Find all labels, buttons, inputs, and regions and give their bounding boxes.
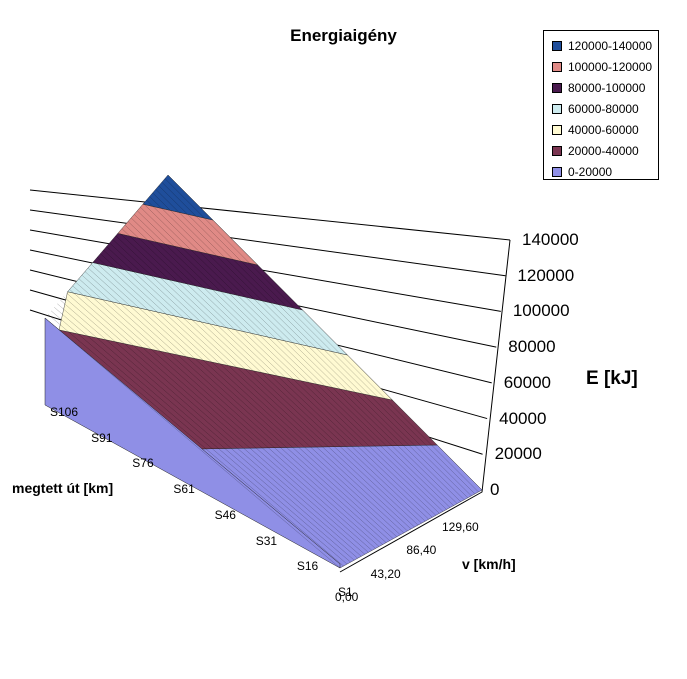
legend: 120000-140000 100000-120000 80000-100000 60… bbox=[543, 30, 659, 180]
mesh-line bbox=[109, 242, 415, 528]
z-axis-label: E [kJ] bbox=[586, 368, 638, 389]
mesh-line bbox=[149, 196, 461, 502]
legend-label: 100000-120000 bbox=[568, 59, 653, 74]
mesh-line bbox=[134, 214, 444, 512]
legend-label: 60000-80000 bbox=[568, 101, 639, 116]
legend-item: 100000-120000 bbox=[552, 56, 658, 77]
mesh-line bbox=[127, 221, 437, 516]
mesh-line bbox=[158, 185, 472, 497]
mesh-line bbox=[72, 285, 373, 551]
z-tick-label: 0 bbox=[490, 480, 500, 499]
mesh-line bbox=[146, 199, 458, 504]
legend-item: 20000-40000 bbox=[552, 140, 658, 161]
mesh-line bbox=[106, 246, 412, 530]
legend-swatch bbox=[552, 124, 562, 135]
z-tick-label: 60000 bbox=[503, 372, 551, 392]
legend-item: 40000-60000 bbox=[552, 119, 658, 140]
legend-item: 120000-140000 bbox=[552, 35, 658, 56]
legend-label: 120000-140000 bbox=[568, 38, 653, 53]
x-axis-label: v [km/h] bbox=[462, 556, 516, 572]
y-tick-label: S31 bbox=[255, 533, 278, 548]
z-gridline bbox=[29, 229, 501, 312]
x-tick-label: 43,20 bbox=[370, 566, 401, 581]
mesh-line bbox=[69, 289, 369, 553]
mesh-line bbox=[112, 239, 419, 526]
mesh-line bbox=[66, 292, 366, 555]
mesh-line bbox=[90, 264, 394, 539]
legend-label: 40000-60000 bbox=[568, 122, 639, 137]
mesh-line bbox=[50, 310, 348, 565]
y-tick-label: S91 bbox=[91, 430, 113, 445]
y-tick-label: S1 bbox=[338, 585, 353, 599]
z-gridline bbox=[29, 209, 506, 277]
mesh-line bbox=[47, 314, 344, 567]
legend-swatch bbox=[552, 166, 562, 177]
z-tick-label: 40000 bbox=[499, 408, 547, 428]
surface-band bbox=[142, 174, 214, 221]
legend-swatch bbox=[552, 61, 562, 72]
z-tick-label: 140000 bbox=[522, 230, 579, 249]
mesh-line bbox=[75, 282, 376, 549]
mesh-line bbox=[63, 296, 362, 557]
mesh-line bbox=[103, 249, 408, 532]
y-axis-label: megtett út [km] bbox=[12, 480, 114, 496]
legend-item: 80000-100000 bbox=[552, 77, 658, 98]
y-tick-label: S76 bbox=[132, 456, 154, 471]
mesh-line bbox=[164, 178, 479, 493]
y-tick-label: S106 bbox=[50, 405, 79, 419]
mesh-line bbox=[152, 192, 465, 500]
z-gridline bbox=[29, 189, 511, 241]
mesh-line bbox=[94, 260, 397, 537]
x-tick-label: 86,40 bbox=[406, 543, 437, 558]
surface bbox=[44, 174, 511, 573]
mesh-line bbox=[167, 174, 483, 491]
mesh-line bbox=[143, 203, 454, 506]
mesh-line bbox=[54, 307, 351, 563]
y-tick-label: S46 bbox=[214, 507, 236, 522]
mesh-line bbox=[87, 267, 390, 541]
chart-title: Energiaigény bbox=[290, 26, 397, 45]
z-tick-label: 20000 bbox=[494, 444, 542, 464]
legend-swatch bbox=[552, 103, 562, 114]
mesh-line bbox=[121, 228, 429, 520]
mesh-line bbox=[137, 210, 447, 510]
mesh-line bbox=[100, 253, 405, 534]
mesh-line bbox=[140, 206, 451, 508]
axis-frame bbox=[339, 239, 511, 573]
legend-label: 20000-40000 bbox=[568, 143, 639, 158]
legend-item: 60000-80000 bbox=[552, 98, 658, 119]
mesh-line bbox=[161, 181, 476, 495]
legend-item: 0-20000 bbox=[552, 161, 658, 182]
z-tick-label: 120000 bbox=[517, 265, 575, 285]
mesh-line bbox=[57, 303, 355, 561]
surface-side-face bbox=[44, 317, 341, 569]
mesh-line bbox=[124, 224, 433, 518]
y-tick-label: S61 bbox=[173, 482, 195, 497]
legend-swatch bbox=[552, 145, 562, 156]
mesh-line bbox=[118, 232, 426, 522]
mesh-line bbox=[115, 235, 422, 524]
legend-label: 80000-100000 bbox=[568, 80, 646, 95]
mesh-line bbox=[81, 274, 383, 545]
z-tick-label: 80000 bbox=[508, 337, 556, 357]
mesh-line bbox=[130, 217, 440, 514]
legend-swatch bbox=[552, 40, 562, 51]
mesh-line bbox=[44, 317, 341, 569]
legend-label: 0-20000 bbox=[568, 164, 613, 179]
legend-swatch bbox=[552, 82, 562, 93]
mesh-line bbox=[84, 271, 387, 543]
mesh-line bbox=[60, 299, 358, 559]
x-tick-label: 0,00 bbox=[335, 590, 359, 604]
mesh-line bbox=[97, 257, 401, 536]
x-tick-label: 129,60 bbox=[442, 520, 479, 534]
z-tick-label: 100000 bbox=[512, 301, 570, 321]
mesh-line bbox=[155, 189, 468, 498]
mesh-line bbox=[78, 278, 380, 547]
y-tick-label: S16 bbox=[296, 559, 319, 574]
